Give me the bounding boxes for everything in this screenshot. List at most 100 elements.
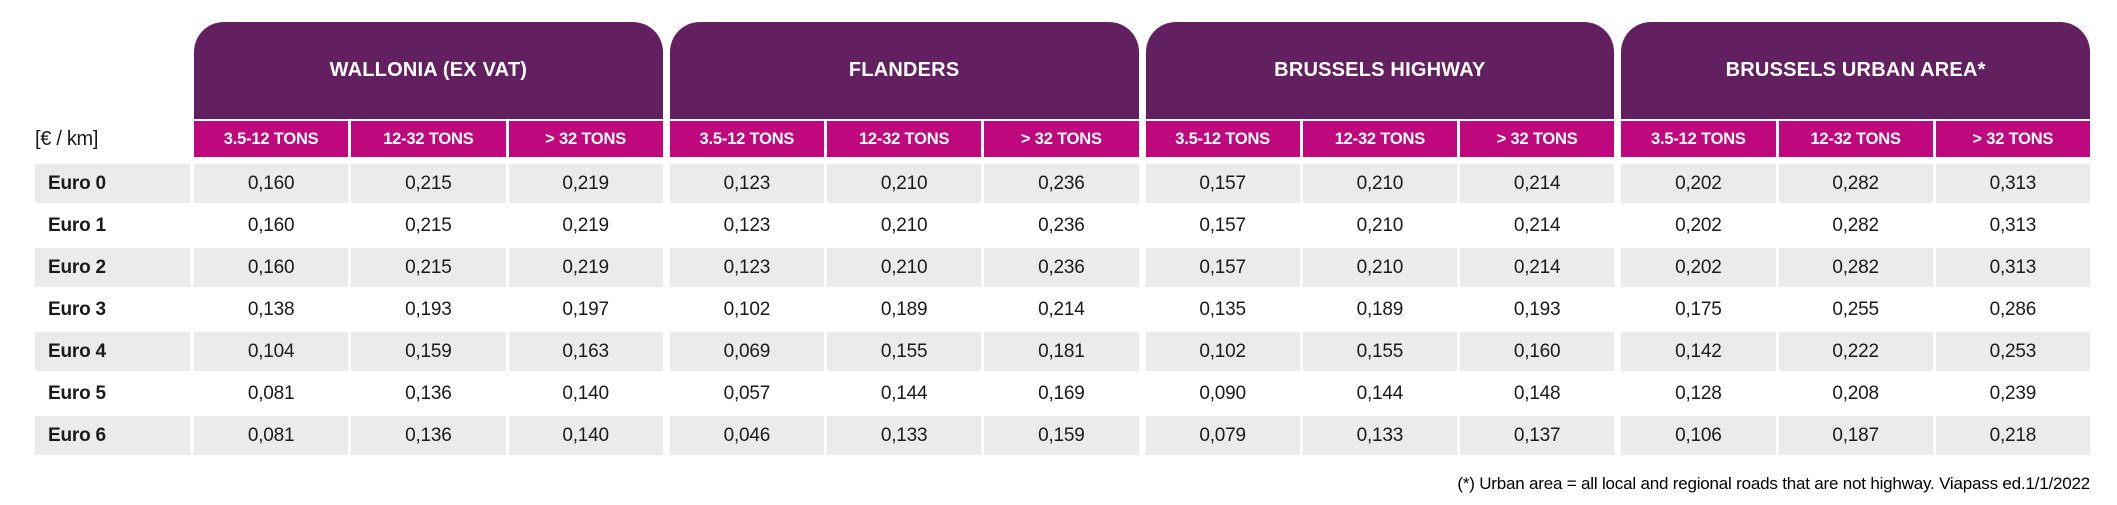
- rate-cell: 0,137: [1460, 416, 1615, 455]
- row-group: 0,157 0,210 0,214: [1145, 248, 1615, 287]
- weight-class-header: 12-32 TONS: [827, 121, 982, 157]
- rate-cell: 0,214: [1460, 248, 1615, 287]
- weight-class-header-row: [€ / km] 3.5-12 TONS 12-32 TONS > 32 TONS 3…: [35, 121, 2090, 157]
- row-values: 0,160 0,215 0,219 0,123 0,210 0,236 0,157 0,210…: [194, 164, 2090, 203]
- rates-table: WALLONIA (EX VAT) FLANDERS BRUSSELS HIGHWA…: [35, 22, 2090, 458]
- rate-cell: 0,181: [984, 332, 1139, 371]
- row-group: 0,138 0,193 0,197: [194, 290, 663, 329]
- rate-cell: 0,208: [1778, 374, 1933, 413]
- rate-cell: 0,215: [351, 248, 506, 287]
- rate-cell: 0,215: [351, 206, 506, 245]
- rate-cell: 0,081: [194, 374, 349, 413]
- rate-cell: 0,214: [1460, 164, 1615, 203]
- region-header-flanders: FLANDERS: [669, 22, 1139, 119]
- rate-cell: 0,175: [1621, 290, 1776, 329]
- rate-cell: 0,219: [508, 206, 663, 245]
- rate-cell: 0,160: [1460, 332, 1615, 371]
- row-group: 0,081 0,136 0,140: [194, 374, 663, 413]
- rate-cell: 0,202: [1621, 206, 1776, 245]
- row-group: 0,157 0,210 0,214: [1145, 164, 1615, 203]
- region-header-row: WALLONIA (EX VAT) FLANDERS BRUSSELS HIGHWA…: [35, 22, 2090, 119]
- rate-cell: 0,090: [1145, 374, 1300, 413]
- euro-class-label: Euro 2: [35, 248, 190, 287]
- weight-class-headers: 3.5-12 TONS 12-32 TONS > 32 TONS 3.5-12 TON…: [194, 121, 2090, 157]
- region-header-wallonia-ex-vat: WALLONIA (EX VAT): [194, 22, 663, 119]
- rate-cell: 0,286: [1935, 290, 2090, 329]
- row-group: 0,157 0,210 0,214: [1145, 206, 1615, 245]
- rate-cell: 0,197: [508, 290, 663, 329]
- rate-cell: 0,282: [1778, 206, 1933, 245]
- row-group: 0,160 0,215 0,219: [194, 164, 663, 203]
- rate-cell: 0,157: [1145, 248, 1300, 287]
- rate-cell: 0,214: [984, 290, 1139, 329]
- rate-cell: 0,222: [1778, 332, 1933, 371]
- weight-class-header: > 32 TONS: [508, 121, 663, 157]
- rate-cell: 0,157: [1145, 206, 1300, 245]
- table-row-euro-6: Euro 6 0,081 0,136 0,140 0,046 0,133 0,159 0,07…: [35, 416, 2090, 455]
- rate-cell: 0,236: [984, 206, 1139, 245]
- rate-cell: 0,210: [827, 164, 982, 203]
- rate-cell: 0,210: [1302, 164, 1457, 203]
- table-row-euro-3: Euro 3 0,138 0,193 0,197 0,102 0,189 0,214 0,13…: [35, 290, 2090, 329]
- table-row-euro-1: Euro 1 0,160 0,215 0,219 0,123 0,210 0,236 0,15…: [35, 206, 2090, 245]
- region-headers: WALLONIA (EX VAT) FLANDERS BRUSSELS HIGHWA…: [194, 22, 2090, 119]
- rate-cell: 0,187: [1778, 416, 1933, 455]
- rate-cell: 0,282: [1778, 248, 1933, 287]
- rate-cell: 0,202: [1621, 248, 1776, 287]
- rate-cell: 0,144: [827, 374, 982, 413]
- rate-cell: 0,155: [1302, 332, 1457, 371]
- row-group: 0,128 0,208 0,239: [1621, 374, 2090, 413]
- rate-cell: 0,102: [669, 290, 824, 329]
- rate-cell: 0,138: [194, 290, 349, 329]
- weight-class-group-brussels-highway: 3.5-12 TONS 12-32 TONS > 32 TONS: [1145, 121, 1615, 157]
- rate-cell: 0,155: [827, 332, 982, 371]
- rate-cell: 0,142: [1621, 332, 1776, 371]
- rate-cell: 0,210: [1302, 206, 1457, 245]
- rate-cell: 0,157: [1145, 164, 1300, 203]
- row-group: 0,104 0,159 0,163: [194, 332, 663, 371]
- rate-cell: 0,253: [1935, 332, 2090, 371]
- rate-cell: 0,313: [1935, 206, 2090, 245]
- weight-class-header: 3.5-12 TONS: [1621, 121, 1776, 157]
- region-header-brussels-urban-area: BRUSSELS URBAN AREA*: [1621, 22, 2090, 119]
- rate-cell: 0,133: [827, 416, 982, 455]
- rate-cell: 0,313: [1935, 164, 2090, 203]
- rate-cell: 0,144: [1302, 374, 1457, 413]
- row-group: 0,123 0,210 0,236: [669, 248, 1139, 287]
- rate-cell: 0,193: [1460, 290, 1615, 329]
- rate-cell: 0,214: [1460, 206, 1615, 245]
- rate-cell: 0,135: [1145, 290, 1300, 329]
- rate-cell: 0,189: [1302, 290, 1457, 329]
- unit-label: [€ / km]: [35, 127, 99, 150]
- table-row-euro-0: Euro 0 0,160 0,215 0,219 0,123 0,210 0,236 0,15…: [35, 164, 2090, 203]
- rate-cell: 0,057: [669, 374, 824, 413]
- rate-cell: 0,123: [669, 206, 824, 245]
- rate-cell: 0,104: [194, 332, 349, 371]
- row-values: 0,104 0,159 0,163 0,069 0,155 0,181 0,102 0,155…: [194, 332, 2090, 371]
- euro-class-label: Euro 6: [35, 416, 190, 455]
- rate-cell: 0,210: [1302, 248, 1457, 287]
- row-group: 0,202 0,282 0,313: [1621, 248, 2090, 287]
- row-group: 0,106 0,187 0,218: [1621, 416, 2090, 455]
- rate-cell: 0,160: [194, 164, 349, 203]
- rate-cell: 0,219: [508, 248, 663, 287]
- table-row-euro-2: Euro 2 0,160 0,215 0,219 0,123 0,210 0,236 0,15…: [35, 248, 2090, 287]
- rate-cell: 0,148: [1460, 374, 1615, 413]
- rate-cell: 0,140: [508, 416, 663, 455]
- row-group: 0,057 0,144 0,169: [669, 374, 1139, 413]
- row-values: 0,160 0,215 0,219 0,123 0,210 0,236 0,157 0,210…: [194, 206, 2090, 245]
- row-group: 0,123 0,210 0,236: [669, 206, 1139, 245]
- rate-cell: 0,128: [1621, 374, 1776, 413]
- rate-cell: 0,160: [194, 248, 349, 287]
- table-row-euro-4: Euro 4 0,104 0,159 0,163 0,069 0,155 0,181 0,10…: [35, 332, 2090, 371]
- row-values: 0,081 0,136 0,140 0,046 0,133 0,159 0,079 0,133…: [194, 416, 2090, 455]
- rate-cell: 0,133: [1302, 416, 1457, 455]
- weight-class-header: > 32 TONS: [984, 121, 1139, 157]
- rate-cell: 0,202: [1621, 164, 1776, 203]
- region-header-spacer: [35, 22, 190, 119]
- rate-cell: 0,218: [1935, 416, 2090, 455]
- weight-class-header: > 32 TONS: [1935, 121, 2090, 157]
- rate-cell: 0,079: [1145, 416, 1300, 455]
- rate-cell: 0,210: [827, 206, 982, 245]
- rate-cell: 0,123: [669, 248, 824, 287]
